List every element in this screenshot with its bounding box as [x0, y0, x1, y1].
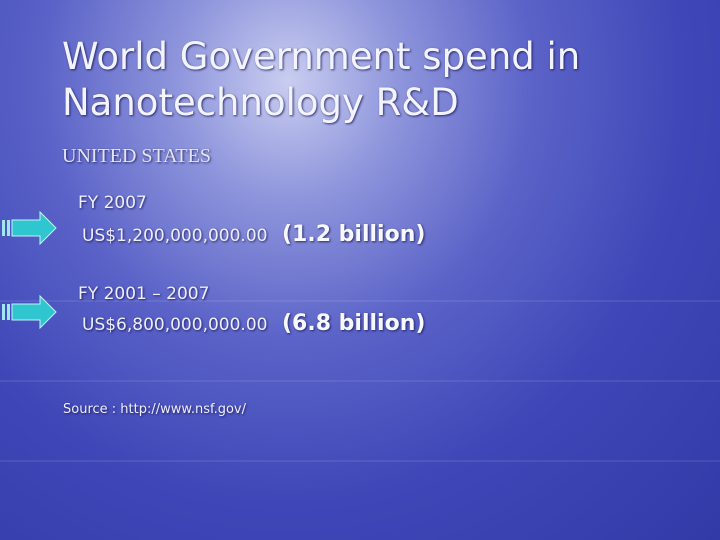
arrow-icon [2, 294, 57, 330]
amount: US$1,200,000,000.00 [82, 226, 268, 246]
arrow-icon [2, 210, 57, 246]
background-stripe [0, 380, 720, 382]
title-line: Nanotechnology R&D [62, 81, 459, 124]
summary: (6.8 billion) [282, 311, 426, 336]
period: FY 2007 [78, 193, 147, 213]
background-stripe [0, 300, 720, 302]
period: FY 2001 – 2007 [78, 284, 210, 304]
background-stripe [0, 460, 720, 462]
amount: US$6,800,000,000.00 [82, 315, 268, 335]
subtitle: UNITED STATES [62, 145, 211, 167]
source: Source : http://www.nsf.gov/ [63, 402, 247, 417]
summary: (1.2 billion) [282, 222, 426, 247]
title-line: World Government spend in [62, 35, 581, 78]
